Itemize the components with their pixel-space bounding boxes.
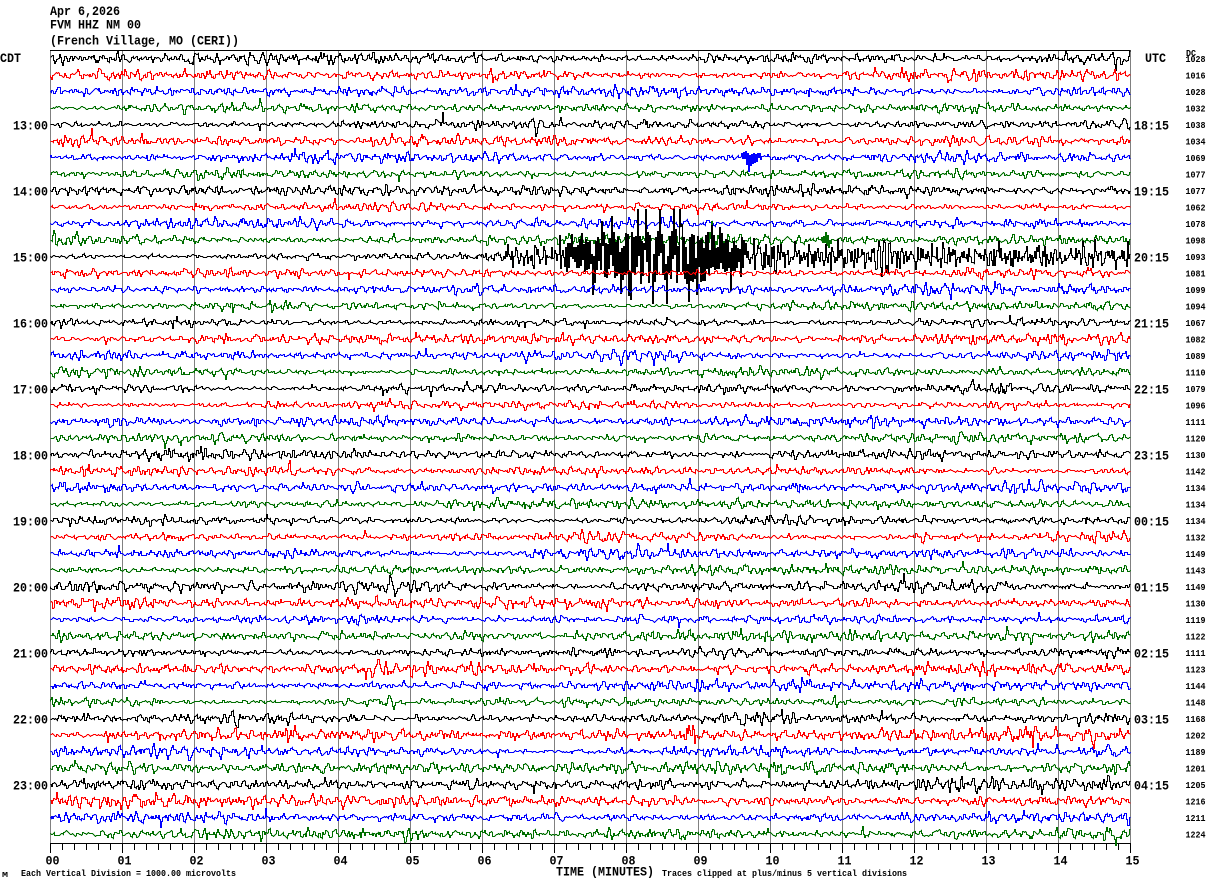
- svg-text:1062: 1062: [1186, 203, 1206, 214]
- svg-text:1082: 1082: [1186, 335, 1206, 346]
- svg-text:1134: 1134: [1186, 483, 1206, 494]
- svg-text:18:00: 18:00: [13, 449, 48, 464]
- svg-text:15: 15: [1126, 854, 1140, 869]
- svg-text:1028: 1028: [1186, 54, 1206, 65]
- svg-text:1096: 1096: [1186, 401, 1206, 412]
- svg-text:1078: 1078: [1186, 219, 1206, 230]
- svg-text:04:15: 04:15: [1134, 779, 1169, 794]
- svg-text:1224: 1224: [1186, 830, 1206, 841]
- svg-text:1168: 1168: [1186, 714, 1206, 725]
- svg-text:1079: 1079: [1186, 384, 1206, 395]
- svg-text:07: 07: [550, 854, 564, 869]
- svg-text:DC: DC: [1186, 48, 1196, 59]
- svg-text:1028: 1028: [1186, 87, 1206, 98]
- svg-text:14: 14: [1054, 854, 1068, 869]
- svg-text:21:00: 21:00: [13, 647, 48, 662]
- svg-text:1120: 1120: [1186, 434, 1206, 445]
- svg-text:1149: 1149: [1186, 582, 1206, 593]
- svg-text:1211: 1211: [1186, 813, 1206, 824]
- svg-text:19:15: 19:15: [1134, 185, 1169, 200]
- svg-text:1034: 1034: [1186, 137, 1206, 148]
- svg-text:1032: 1032: [1186, 104, 1206, 115]
- svg-text:1077: 1077: [1186, 186, 1206, 197]
- svg-text:13:00: 13:00: [13, 119, 48, 134]
- svg-text:23:00: 23:00: [13, 779, 48, 794]
- svg-text:09: 09: [694, 854, 708, 869]
- svg-text:22:00: 22:00: [13, 713, 48, 728]
- svg-text:Apr 6,2026: Apr 6,2026: [50, 4, 120, 19]
- svg-text:1144: 1144: [1186, 681, 1206, 692]
- svg-text:1134: 1134: [1186, 500, 1206, 511]
- svg-text:1081: 1081: [1186, 269, 1206, 280]
- svg-text:06: 06: [478, 854, 492, 869]
- svg-text:17:00: 17:00: [13, 383, 48, 398]
- svg-text:00:15: 00:15: [1134, 515, 1169, 530]
- svg-text:20:15: 20:15: [1134, 251, 1169, 266]
- svg-text:(French Village, MO (CERI)): (French Village, MO (CERI)): [50, 34, 239, 49]
- svg-text:1134: 1134: [1186, 516, 1206, 527]
- svg-text:1069: 1069: [1186, 153, 1206, 164]
- svg-text:1098: 1098: [1186, 236, 1206, 247]
- svg-text:1119: 1119: [1186, 615, 1206, 626]
- svg-text:1201: 1201: [1186, 764, 1206, 775]
- svg-text:10: 10: [766, 854, 780, 869]
- svg-text:21:15: 21:15: [1134, 317, 1169, 332]
- svg-text:1148: 1148: [1186, 698, 1206, 709]
- svg-text:1093: 1093: [1186, 252, 1206, 263]
- svg-text:CDT: CDT: [0, 51, 21, 66]
- svg-text:1202: 1202: [1186, 731, 1206, 742]
- svg-text:1016: 1016: [1186, 71, 1206, 82]
- svg-text:22:15: 22:15: [1134, 383, 1169, 398]
- svg-text:20:00: 20:00: [13, 581, 48, 596]
- svg-text:23:15: 23:15: [1134, 449, 1169, 464]
- svg-text:16:00: 16:00: [13, 317, 48, 332]
- svg-text:1122: 1122: [1186, 632, 1206, 643]
- svg-text:Traces clipped at plus/minus 5: Traces clipped at plus/minus 5 vertical …: [662, 868, 907, 879]
- svg-text:1111: 1111: [1186, 417, 1206, 428]
- svg-text:1099: 1099: [1186, 285, 1206, 296]
- svg-text:03:15: 03:15: [1134, 713, 1169, 728]
- svg-text:15:00: 15:00: [13, 251, 48, 266]
- svg-text:1216: 1216: [1186, 797, 1206, 808]
- svg-text:1130: 1130: [1186, 599, 1206, 610]
- svg-text:01:15: 01:15: [1134, 581, 1169, 596]
- svg-text:1111: 1111: [1186, 648, 1206, 659]
- svg-text:13: 13: [982, 854, 996, 869]
- svg-text:04: 04: [334, 854, 348, 869]
- svg-text:TIME (MINUTES): TIME (MINUTES): [556, 865, 654, 880]
- svg-text:1149: 1149: [1186, 549, 1206, 560]
- svg-text:1143: 1143: [1186, 566, 1206, 577]
- svg-text:01: 01: [118, 854, 132, 869]
- svg-text:FVM HHZ NM 00: FVM HHZ NM 00: [50, 18, 141, 33]
- svg-text:M: M: [2, 872, 8, 880]
- svg-text:02: 02: [190, 854, 204, 869]
- svg-text:UTC: UTC: [1145, 51, 1166, 66]
- svg-text:1038: 1038: [1186, 120, 1206, 131]
- svg-text:00: 00: [46, 854, 60, 869]
- svg-text:12: 12: [910, 854, 924, 869]
- svg-text:1130: 1130: [1186, 450, 1206, 461]
- svg-text:05: 05: [406, 854, 420, 869]
- svg-text:1189: 1189: [1186, 747, 1206, 758]
- svg-text:1110: 1110: [1186, 368, 1206, 379]
- svg-text:1132: 1132: [1186, 533, 1206, 544]
- svg-text:1077: 1077: [1186, 170, 1206, 181]
- svg-text:1123: 1123: [1186, 665, 1206, 676]
- svg-text:Each Vertical Division = 1000.: Each Vertical Division = 1000.00 microvo…: [21, 868, 236, 879]
- svg-text:11: 11: [838, 854, 852, 869]
- svg-text:1067: 1067: [1186, 318, 1206, 329]
- svg-text:1205: 1205: [1186, 780, 1206, 791]
- svg-text:18:15: 18:15: [1134, 119, 1169, 134]
- svg-text:03: 03: [262, 854, 276, 869]
- svg-text:1142: 1142: [1186, 467, 1206, 478]
- svg-text:02:15: 02:15: [1134, 647, 1169, 662]
- svg-text:19:00: 19:00: [13, 515, 48, 530]
- svg-text:1089: 1089: [1186, 351, 1206, 362]
- svg-text:1094: 1094: [1186, 302, 1206, 313]
- svg-text:14:00: 14:00: [13, 185, 48, 200]
- svg-text:08: 08: [622, 854, 636, 869]
